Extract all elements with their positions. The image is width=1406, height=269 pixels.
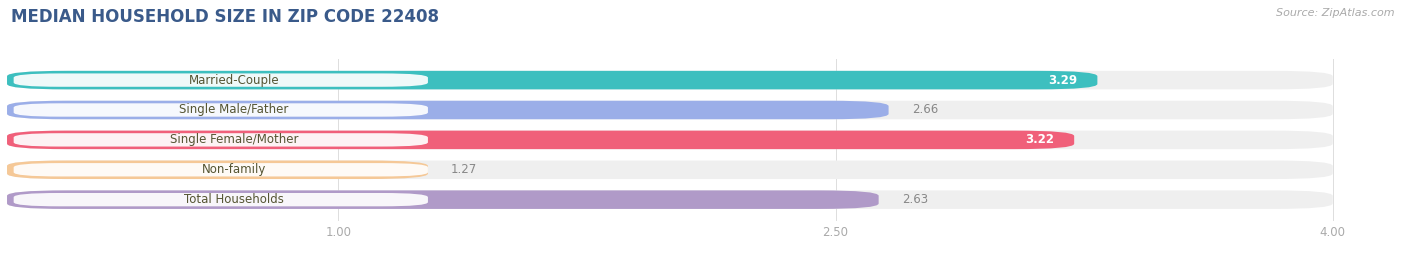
Text: 2.63: 2.63 — [901, 193, 928, 206]
Text: 3.29: 3.29 — [1049, 74, 1077, 87]
Text: Non-family: Non-family — [202, 163, 266, 176]
FancyBboxPatch shape — [7, 131, 1074, 149]
FancyBboxPatch shape — [14, 193, 427, 206]
FancyBboxPatch shape — [7, 71, 1098, 89]
FancyBboxPatch shape — [14, 163, 427, 176]
FancyBboxPatch shape — [7, 161, 427, 179]
FancyBboxPatch shape — [7, 131, 1333, 149]
FancyBboxPatch shape — [7, 71, 1333, 89]
Text: Single Female/Mother: Single Female/Mother — [170, 133, 298, 146]
Text: Source: ZipAtlas.com: Source: ZipAtlas.com — [1277, 8, 1395, 18]
FancyBboxPatch shape — [14, 103, 427, 117]
FancyBboxPatch shape — [14, 133, 427, 147]
FancyBboxPatch shape — [7, 190, 879, 209]
Text: 3.22: 3.22 — [1025, 133, 1054, 146]
Text: Married-Couple: Married-Couple — [188, 74, 280, 87]
Text: MEDIAN HOUSEHOLD SIZE IN ZIP CODE 22408: MEDIAN HOUSEHOLD SIZE IN ZIP CODE 22408 — [11, 8, 439, 26]
Text: Single Male/Father: Single Male/Father — [180, 104, 288, 116]
Text: 1.27: 1.27 — [451, 163, 478, 176]
Text: 2.66: 2.66 — [911, 104, 938, 116]
FancyBboxPatch shape — [7, 101, 889, 119]
FancyBboxPatch shape — [7, 101, 1333, 119]
Text: Total Households: Total Households — [184, 193, 284, 206]
FancyBboxPatch shape — [7, 190, 1333, 209]
FancyBboxPatch shape — [14, 73, 427, 87]
FancyBboxPatch shape — [7, 161, 1333, 179]
